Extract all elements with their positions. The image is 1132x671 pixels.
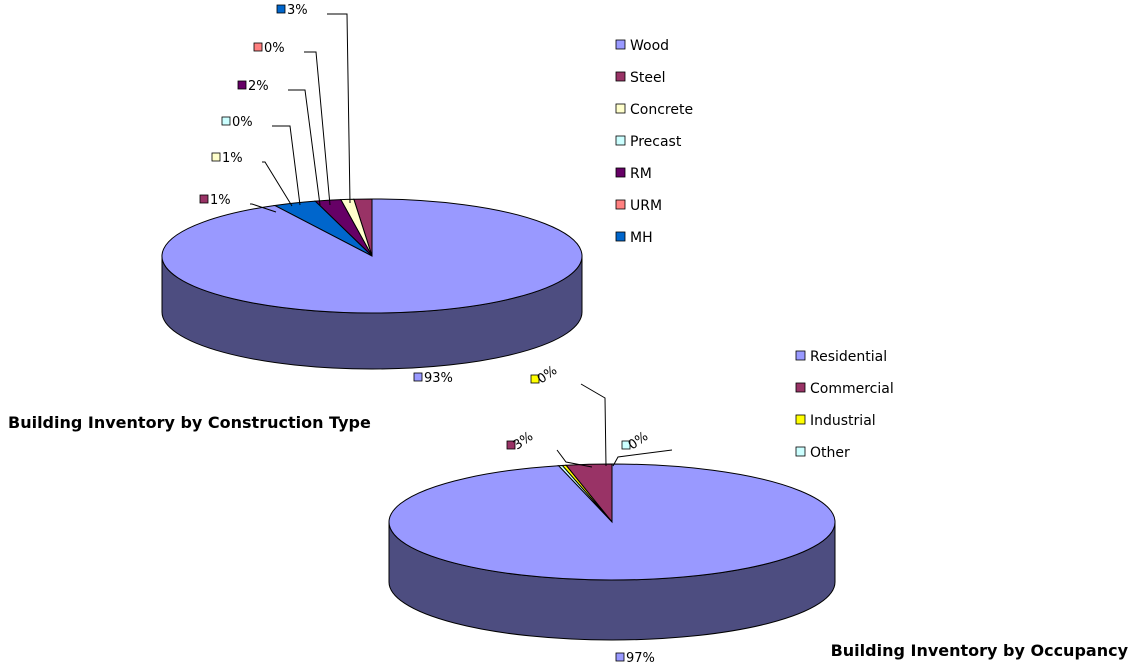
data-label-other: 0% bbox=[626, 429, 651, 453]
legend-entry-residential: Residential bbox=[810, 349, 887, 365]
leader-line-commercial bbox=[556, 449, 593, 468]
legend-entry-industrial: Industrial bbox=[810, 413, 876, 429]
leader-line-steel bbox=[250, 203, 277, 213]
legend-swatch-other bbox=[795, 446, 806, 457]
data-label-wood: 93% bbox=[424, 371, 453, 386]
construction-type-chart: 93% 1% 1% 0% 2% 0% 3% Wood Steel Concrete Precast R… bbox=[8, 3, 693, 432]
pie-slice-wood bbox=[161, 198, 583, 314]
data-label-swatch-urm bbox=[253, 42, 263, 52]
leader-line-precast bbox=[272, 125, 301, 206]
chart-title: Building Inventory by Construction Type bbox=[8, 413, 371, 432]
leader-line-industrial bbox=[580, 383, 607, 467]
legend-entry-mh: MH bbox=[630, 230, 653, 246]
data-label-steel: 1% bbox=[210, 193, 231, 208]
leader-line-concrete bbox=[262, 161, 293, 207]
leader-line-urm bbox=[304, 51, 331, 206]
legend-swatch-precast bbox=[615, 135, 626, 146]
legend-entry-other: Other bbox=[810, 445, 850, 461]
pie-slice-residential bbox=[388, 463, 836, 581]
legend-swatch-steel bbox=[615, 71, 626, 82]
legend-entry-steel: Steel bbox=[630, 70, 666, 86]
legend-entry-commercial: Commercial bbox=[810, 381, 894, 397]
legend-swatch-urm bbox=[615, 199, 626, 210]
data-label-precast: 0% bbox=[232, 115, 253, 130]
data-label-industrial: 0% bbox=[535, 363, 560, 387]
legend-swatch-rm bbox=[615, 167, 626, 178]
data-label-swatch-steel bbox=[199, 194, 209, 204]
data-label-swatch-wood bbox=[413, 372, 423, 382]
data-label-urm: 0% bbox=[264, 41, 285, 56]
legend-entry-concrete: Concrete bbox=[630, 102, 693, 118]
data-label-residential: 97% bbox=[626, 651, 655, 666]
legend-entry-rm: RM bbox=[630, 166, 652, 182]
legend-entry-precast: Precast bbox=[630, 134, 682, 150]
legend-swatch-commercial bbox=[795, 382, 806, 393]
leader-line-mh bbox=[327, 13, 351, 204]
data-label-mh: 3% bbox=[287, 3, 308, 18]
legend-swatch-concrete bbox=[615, 103, 626, 114]
legend-entry-wood: Wood bbox=[630, 38, 669, 54]
data-label-rm: 2% bbox=[248, 79, 269, 94]
leader-line-other bbox=[612, 449, 673, 467]
occupancy-chart: 97% 3% 0% 0% Residential Commercial Industrial… bbox=[388, 349, 1129, 666]
legend-swatch-industrial bbox=[795, 414, 806, 425]
data-label-swatch-residential bbox=[615, 652, 625, 662]
data-label-swatch-commercial bbox=[506, 440, 516, 450]
data-label-swatch-mh bbox=[276, 4, 286, 14]
chart-title: Building Inventory by Occupancy bbox=[831, 641, 1129, 660]
legend-swatch-residential bbox=[795, 350, 806, 361]
data-label-swatch-precast bbox=[221, 116, 231, 126]
data-label-swatch-industrial bbox=[530, 374, 540, 384]
legend-entry-urm: URM bbox=[630, 198, 662, 214]
data-label-swatch-other bbox=[621, 440, 631, 450]
legend-swatch-wood bbox=[615, 39, 626, 50]
data-label-swatch-rm bbox=[237, 80, 247, 90]
leader-line-rm bbox=[288, 89, 321, 206]
data-label-swatch-concrete bbox=[211, 152, 221, 162]
data-label-concrete: 1% bbox=[222, 151, 243, 166]
data-label-commercial: 3% bbox=[511, 429, 536, 453]
legend-swatch-mh bbox=[615, 231, 626, 242]
